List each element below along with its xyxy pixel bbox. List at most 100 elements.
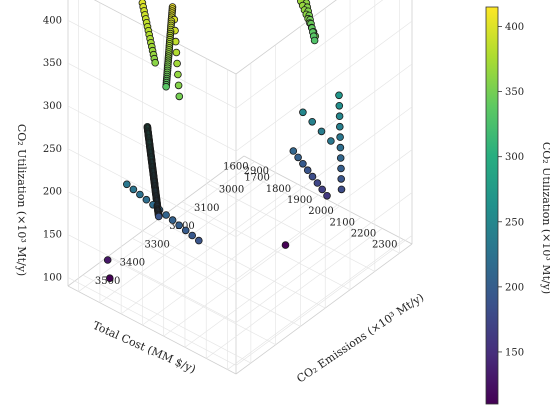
y-tick-label: 1800 bbox=[266, 184, 291, 195]
colorbar-label: CO₂ Utilization (×10³ Mt/y) bbox=[540, 142, 550, 294]
grid-line-z-wall-a bbox=[235, 20, 413, 152]
data-point bbox=[308, 172, 317, 181]
grid-line-x-floor bbox=[231, 164, 400, 254]
axes-edge bbox=[235, 0, 337, 75]
z-tick-label: 100 bbox=[43, 272, 62, 283]
grid-line-z-wall-b bbox=[67, 277, 237, 366]
y-tick-label: 1900 bbox=[287, 195, 312, 206]
y-tick-label: 1600 bbox=[223, 162, 248, 173]
grid-line-y-floor bbox=[120, 183, 298, 315]
grid-line-z-wall-a bbox=[235, 192, 413, 323]
y-axis-label: Total Cost (MM $/y) bbox=[91, 319, 198, 376]
tick-labels: 2900300031003200330034003500160017001800… bbox=[43, 15, 398, 287]
x-tick-label: 3300 bbox=[144, 239, 169, 250]
grid-line-y-floor bbox=[163, 205, 340, 337]
data-points bbox=[103, 0, 346, 283]
data-point bbox=[323, 192, 331, 200]
z-axis-label: CO₂ Utilization (×10³ Mt/y) bbox=[15, 124, 28, 276]
data-point bbox=[308, 118, 317, 126]
data-point bbox=[142, 195, 151, 204]
data-point bbox=[299, 108, 307, 117]
data-point bbox=[173, 59, 181, 68]
grid-line-y-floor bbox=[184, 216, 362, 348]
y-tick-label: 1700 bbox=[244, 173, 269, 184]
data-point bbox=[103, 256, 112, 264]
grid-line-z-wall-a bbox=[235, 149, 413, 280]
data-point bbox=[175, 221, 183, 230]
x-tick-label: 3500 bbox=[95, 276, 120, 287]
axes-edge bbox=[67, 155, 245, 287]
data-point bbox=[106, 274, 114, 283]
data-point bbox=[335, 112, 344, 120]
grid-line-z-wall-a bbox=[235, 106, 413, 238]
y-tick-label: 2300 bbox=[372, 240, 397, 251]
z-tick-label: 150 bbox=[43, 230, 62, 241]
data-point bbox=[172, 48, 181, 57]
z-tick-label: 250 bbox=[43, 144, 62, 155]
y-tick-label: 2100 bbox=[330, 217, 355, 228]
x-tick-label: 3400 bbox=[120, 258, 145, 269]
data-point bbox=[181, 226, 190, 235]
data-point bbox=[335, 122, 344, 131]
data-point bbox=[337, 175, 346, 183]
data-point bbox=[335, 102, 344, 110]
data-point bbox=[299, 160, 307, 168]
colorbar-tick-label: 200 bbox=[505, 282, 524, 293]
colorbar-tick-label: 400 bbox=[505, 22, 524, 33]
data-point bbox=[303, 166, 312, 175]
axes-edge bbox=[67, 285, 237, 375]
data-point bbox=[154, 212, 163, 221]
data-point bbox=[336, 154, 345, 162]
data-point bbox=[335, 91, 343, 100]
data-point bbox=[337, 164, 345, 173]
grid-line-z-wall-a bbox=[235, 0, 384, 109]
grid-line-y-floor bbox=[142, 194, 319, 326]
data-point bbox=[310, 36, 319, 45]
data-point bbox=[195, 236, 203, 245]
grid-line-z-wall-b bbox=[67, 62, 237, 152]
grid-line-x-floor bbox=[132, 238, 301, 327]
data-point bbox=[289, 147, 298, 155]
grid-line-x-floor bbox=[82, 274, 252, 364]
colorbar-gradient bbox=[485, 6, 499, 405]
grid-line-x-floor bbox=[181, 201, 351, 291]
data-point bbox=[188, 231, 197, 240]
grid-line-y-floor bbox=[99, 172, 277, 303]
data-point bbox=[327, 137, 335, 145]
grid-line-x-floor bbox=[107, 256, 276, 346]
data-point bbox=[174, 70, 182, 79]
data-point bbox=[336, 143, 345, 152]
y-tick-label: 2000 bbox=[308, 206, 333, 217]
colorbar-tick-label: 350 bbox=[505, 87, 524, 98]
data-point bbox=[317, 127, 326, 136]
colorbar-tick-label: 250 bbox=[505, 217, 524, 228]
grid-line-z-wall-a bbox=[235, 235, 413, 366]
grid-line-y-floor bbox=[227, 239, 404, 370]
y-tick-label: 2200 bbox=[351, 228, 376, 239]
data-point bbox=[129, 185, 138, 194]
data-point bbox=[168, 216, 177, 224]
axes-edge bbox=[235, 243, 413, 375]
x-axis-label: CO₂ Emissions (×10³ Mt/y) bbox=[294, 291, 426, 386]
data-point bbox=[336, 133, 344, 141]
colorbar-tick-label: 300 bbox=[505, 152, 524, 163]
data-point bbox=[174, 81, 183, 90]
z-tick-label: 200 bbox=[43, 187, 62, 198]
x-tick-label: 3000 bbox=[219, 184, 244, 195]
grid-line-y-floor bbox=[206, 228, 383, 359]
data-point bbox=[281, 241, 290, 249]
data-point bbox=[151, 58, 160, 67]
data-point bbox=[175, 92, 184, 101]
z-tick-label: 300 bbox=[43, 101, 62, 112]
data-point bbox=[123, 180, 131, 189]
z-tick-label: 400 bbox=[43, 15, 62, 26]
data-point bbox=[318, 185, 327, 194]
axes-edge bbox=[243, 155, 413, 245]
data-point bbox=[136, 190, 144, 199]
z-tick-label: 350 bbox=[43, 58, 62, 69]
colorbar-ticks: 150 200 250 300 350 400 bbox=[498, 22, 524, 358]
grid-line-y-floor bbox=[78, 161, 255, 292]
data-point bbox=[162, 82, 170, 91]
grid-line-x-floor bbox=[206, 183, 375, 272]
